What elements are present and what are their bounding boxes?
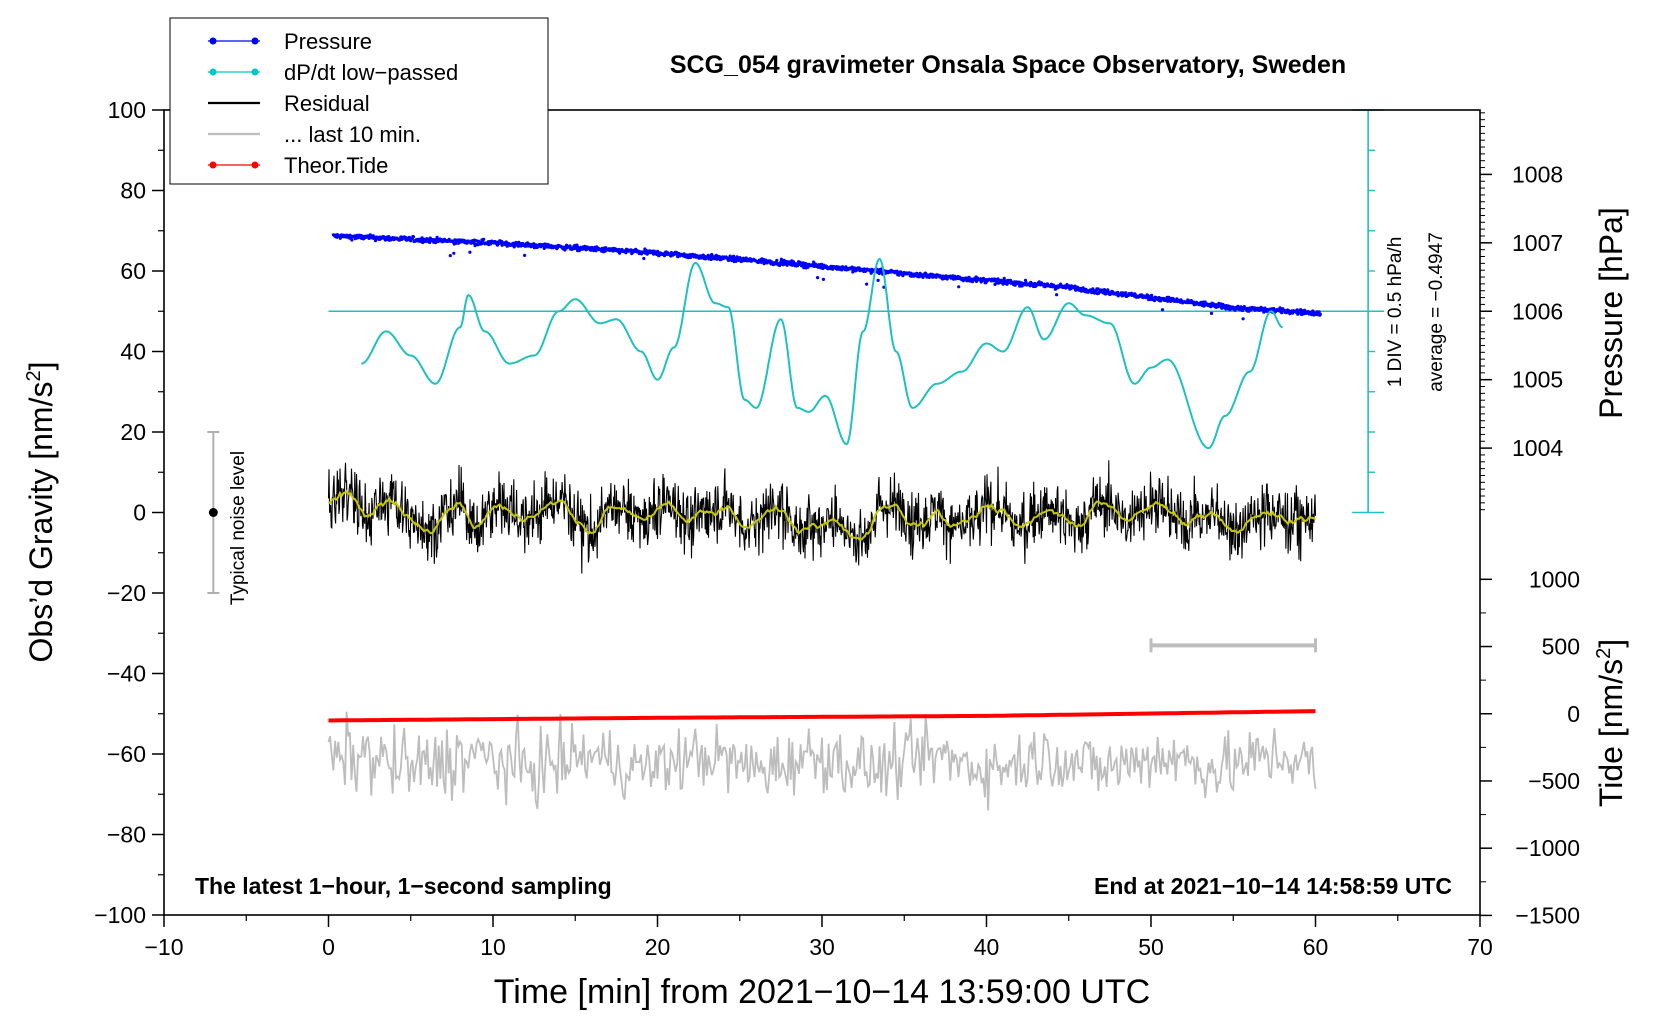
legend-swatch-marker <box>251 161 259 169</box>
legend-box <box>169 17 549 185</box>
axes-layer: −10 0 10 20 30 40 50 60 70−100−80−60−40−20020406… <box>94 97 1580 960</box>
x-axis-title: Time [min] from 2021−10−14 13:59:00 UTC <box>494 973 1150 1011</box>
legend-swatch-marker <box>209 161 217 169</box>
x-tick-label: 30 <box>809 934 835 960</box>
y-tick-label: −20 <box>107 580 146 606</box>
pressure-tick-label: 1005 <box>1512 367 1563 393</box>
theoretical-tide-series <box>328 709 1316 723</box>
y-tick-label: 80 <box>120 178 146 204</box>
tide-tick-label: 0 <box>1567 701 1580 727</box>
pressure-axis-title: Pressure [hPa] <box>1593 207 1629 419</box>
tide-tick-label: 500 <box>1542 634 1580 660</box>
legend-entries: Pressure dP/dt low−passed Residual ... last… <box>208 29 458 178</box>
scale-bar-average-label: average = −0.4947 <box>1426 232 1447 392</box>
y-tick-label: −60 <box>107 741 146 767</box>
y-tick-label: 0 <box>133 500 146 526</box>
legend-swatch-marker <box>209 37 217 45</box>
legend-entry-label: Residual <box>284 91 370 116</box>
x-tick-label: 0 <box>322 934 335 960</box>
legend-entry: Residual <box>208 91 370 116</box>
x-tick-label: 40 <box>974 934 1000 960</box>
last-10-min-series <box>327 711 1317 811</box>
x-tick-label: 50 <box>1138 934 1164 960</box>
annotation-end-time: End at 2021−10−14 14:58:59 UTC <box>1094 873 1452 899</box>
residual-series <box>327 460 1317 574</box>
noise-center-dot <box>208 508 218 517</box>
y-tick-label: −80 <box>107 822 146 848</box>
tide-tick-label: −1500 <box>1515 902 1580 928</box>
pressure-tick-label: 1007 <box>1512 230 1563 256</box>
tide-axis-title-text: Tide [nm/s <box>1593 659 1629 807</box>
y-tick-label: 40 <box>120 339 146 365</box>
data-layer <box>207 109 1385 811</box>
x-tick-label: 10 <box>480 934 506 960</box>
y-tick-label: −40 <box>107 661 146 687</box>
legend-entry: ... last 10 min. <box>208 122 421 147</box>
dpdt-series <box>361 257 1283 450</box>
pressure-tick-label: 1008 <box>1512 161 1563 187</box>
x-tick-label: 70 <box>1467 934 1493 960</box>
x-tick-label: 60 <box>1303 934 1329 960</box>
tide-axis-title-sup: 2 <box>1593 648 1615 659</box>
legend-entry-label: ... last 10 min. <box>284 122 421 147</box>
tide-axis-title: Tide [nm/s2] <box>1593 639 1629 807</box>
residual-average-series <box>327 489 1317 541</box>
y-axis-title: Obs’d Gravity [nm/s2] <box>23 362 59 663</box>
legend-entry: dP/dt low−passed <box>208 60 458 85</box>
pressure-tick-label: 1004 <box>1512 435 1563 461</box>
scale-bar-div-label: 1 DIV = 0.5 hPa/h <box>1385 237 1406 388</box>
x-tick-label: 20 <box>645 934 671 960</box>
y-tick-label: 60 <box>120 258 146 284</box>
y-axis-title-close: ] <box>23 362 59 371</box>
y-tick-label: −100 <box>94 902 146 928</box>
legend-entry: Pressure <box>208 29 372 54</box>
tide-tick-label: −1000 <box>1515 835 1580 861</box>
y-tick-label: 100 <box>108 97 146 123</box>
pressure-series <box>331 233 1322 321</box>
annotation-sampling: The latest 1−hour, 1−second sampling <box>195 873 612 899</box>
legend-entry: Theor.Tide <box>208 153 388 178</box>
legend-swatch-marker <box>251 68 259 76</box>
tide-tick-label: 1000 <box>1529 566 1580 592</box>
tide-axis-title-close: ] <box>1593 639 1629 648</box>
chart-title: SCG_054 gravimeter Onsala Space Observat… <box>670 51 1346 79</box>
noise-level-label: Typical noise level <box>228 451 249 605</box>
y-tick-label: 20 <box>120 419 146 445</box>
legend-entry-label: Theor.Tide <box>284 153 388 178</box>
y-axis-title-text: Obs’d Gravity [nm/s <box>23 382 59 663</box>
legend-entry-label: Pressure <box>284 29 372 54</box>
legend-entry-label: dP/dt low−passed <box>284 60 458 85</box>
x-tick-label: −10 <box>144 934 183 960</box>
pressure-tick-label: 1006 <box>1512 298 1563 324</box>
tide-tick-label: −500 <box>1528 768 1580 794</box>
legend-swatch-marker <box>251 37 259 45</box>
legend-swatch-marker <box>209 68 217 76</box>
legend: Pressure dP/dt low−passed Residual ... last… <box>169 17 549 185</box>
y-axis-title-sup: 2 <box>23 370 45 381</box>
